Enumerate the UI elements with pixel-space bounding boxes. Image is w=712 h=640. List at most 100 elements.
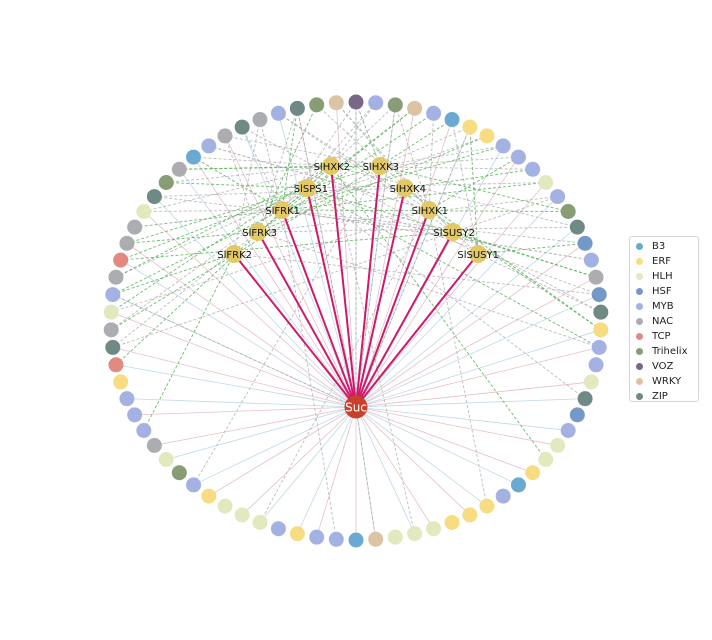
hub-target-edge <box>355 253 479 408</box>
tf-node <box>158 174 174 190</box>
tf-hub-edge <box>355 294 600 408</box>
tf-node <box>328 95 344 111</box>
tf-node <box>577 235 593 251</box>
target-gene-labels: SlHXK2 SlHXK3 SlSPS1 SlHXK4 SlFRK1 SlHXK1 SlFR… <box>217 162 499 261</box>
tf-target-edge <box>112 253 235 296</box>
target-label: SlSPS1 <box>294 184 328 195</box>
tf-target-edge <box>306 104 396 189</box>
tf-node <box>387 529 403 545</box>
tf-node <box>479 498 495 514</box>
tf-node <box>217 128 233 144</box>
tf-node <box>234 119 250 135</box>
hub-to-target-edges <box>233 165 479 408</box>
hub-circle <box>344 395 368 419</box>
tf-node <box>462 507 478 523</box>
tf-node <box>171 465 187 481</box>
target-gene-nodes <box>225 157 487 263</box>
hub-target-edge <box>281 209 357 408</box>
tf-hub-edge <box>355 406 569 431</box>
tf-hub-edge <box>316 406 357 538</box>
target-label: SlSUSY2 <box>433 228 475 239</box>
tf-node <box>577 391 593 407</box>
target-node <box>225 245 243 263</box>
tf-hub-dashed-edge <box>296 108 357 408</box>
tf-hub-edge <box>178 169 357 408</box>
tf-hub-edge <box>355 406 471 516</box>
hub-label: Suc <box>345 401 367 415</box>
tf-target-edge <box>115 187 308 278</box>
legend-label: B3 <box>652 241 666 252</box>
legend-label: Trihelix <box>652 346 688 357</box>
hub-target-edge <box>355 231 454 408</box>
hub-target-edge <box>355 187 406 408</box>
legend-swatch-icon <box>636 378 643 385</box>
tf-node <box>550 437 566 453</box>
tf-node <box>368 531 384 547</box>
legend-label: HSF <box>652 286 672 297</box>
tf-node <box>146 189 162 205</box>
tf-node <box>538 174 554 190</box>
tf-node <box>348 532 364 548</box>
tf-hub-edge <box>355 156 519 408</box>
tf-hub-edge <box>154 196 357 408</box>
tf-node <box>113 374 129 390</box>
tf-target-edge <box>379 126 471 167</box>
tf-node <box>136 204 152 219</box>
tf-target-edge <box>120 231 454 261</box>
tf-hub-edge <box>126 243 357 408</box>
target-label: SlHXK2 <box>314 162 350 173</box>
hub-target-edge <box>330 165 357 408</box>
tf-target-edge <box>166 165 332 183</box>
tf-node <box>510 477 526 493</box>
tf-node <box>426 521 442 537</box>
tf-hub-edge <box>134 406 357 416</box>
tf-hub-edge <box>355 243 586 408</box>
tf-target-edge <box>179 165 381 170</box>
tf-node <box>560 204 576 219</box>
tf-node <box>252 112 268 128</box>
tf-node <box>368 95 384 111</box>
tf-node <box>103 322 119 338</box>
tf-node <box>593 304 609 320</box>
tf-target-edge <box>208 145 430 211</box>
tf-hub-edge <box>355 226 578 408</box>
tf-target-edge <box>330 165 547 460</box>
tf-hub-edge <box>355 276 597 408</box>
tf-hub-edge <box>355 182 547 408</box>
tf-node <box>444 514 460 530</box>
tf-node <box>105 287 121 303</box>
tf-target-edge <box>143 165 332 212</box>
legend-swatch-icon <box>636 348 643 355</box>
tf-hub-edge <box>355 381 592 408</box>
hub-target-edge <box>355 165 381 408</box>
tf-node <box>105 339 121 355</box>
tf-target-edge <box>193 156 283 211</box>
tf-hub-edge <box>208 406 357 497</box>
tf-target-edge <box>281 135 488 211</box>
tf-hub-edge <box>355 406 415 534</box>
hub-target-edge <box>233 253 357 408</box>
tf-target-edge <box>259 209 430 523</box>
tf-target-edge <box>233 119 261 255</box>
tf-hub-edge <box>154 406 357 446</box>
tf-node <box>108 357 124 373</box>
target-node <box>469 245 487 263</box>
tf-node <box>186 477 202 493</box>
tf-target-edge <box>115 165 332 278</box>
legend-swatch-icon <box>636 273 643 280</box>
tf-hub-edge <box>259 406 357 523</box>
tf-node <box>495 138 511 154</box>
legend: B3 ERF HLH HSF MYB NAC TCP Trihelix VOZ … <box>629 236 699 402</box>
tf-target-edge <box>224 135 259 233</box>
target-label: SlFRK1 <box>265 206 300 217</box>
legend-item: MYB <box>636 299 698 314</box>
tf-node <box>588 357 604 373</box>
legend-label: VOZ <box>652 361 674 372</box>
tf-target-edge <box>428 156 519 211</box>
tf-target-edge <box>154 196 454 233</box>
tf-node <box>538 452 554 468</box>
tf-hub-edge <box>355 329 601 408</box>
legend-swatch-icon <box>636 258 643 265</box>
tf-target-edge <box>126 231 259 244</box>
